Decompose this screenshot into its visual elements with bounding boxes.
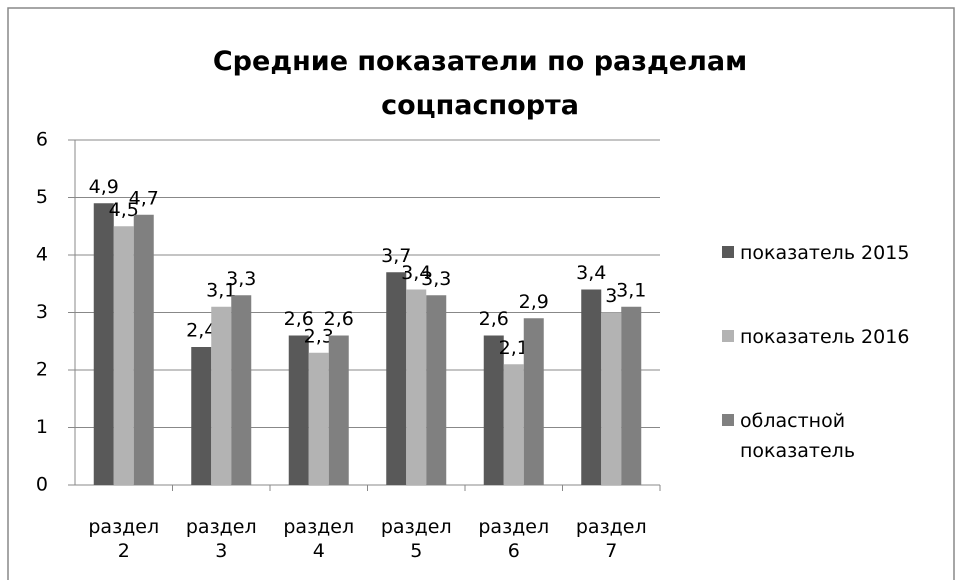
- legend-label: областной показатель: [740, 410, 856, 462]
- bar: [426, 295, 447, 485]
- data-label: 3,3: [421, 268, 451, 290]
- data-label: 4,5: [109, 199, 139, 221]
- x-tick-label: раздел 6: [478, 516, 550, 562]
- bar: [523, 318, 544, 485]
- bar: [288, 335, 309, 485]
- bar: [133, 214, 154, 485]
- data-label: 2,4: [186, 320, 216, 342]
- bar: [231, 295, 252, 485]
- x-tick-label: раздел 4: [283, 516, 355, 562]
- x-tick-label: раздел 7: [575, 516, 647, 562]
- bar: [483, 335, 504, 485]
- data-label: 2,3: [304, 325, 334, 347]
- y-tick-label: 3: [36, 301, 48, 323]
- bar: [601, 312, 622, 485]
- bar: [328, 335, 349, 485]
- data-label: 2,6: [324, 308, 354, 330]
- bar: [406, 289, 427, 485]
- x-tick-label: раздел 2: [88, 516, 160, 562]
- chart-title: Средние показатели по разделам соцпаспор…: [212, 46, 748, 121]
- x-tick-label: раздел 5: [380, 516, 452, 562]
- legend-swatch: [722, 414, 734, 426]
- data-label: 2,1: [499, 337, 529, 359]
- bar: [621, 306, 642, 485]
- data-label: 2,9: [519, 291, 549, 313]
- data-label: 3,4: [576, 262, 606, 284]
- y-tick-label: 1: [36, 416, 48, 438]
- bar: [191, 347, 212, 485]
- bar: [113, 226, 134, 485]
- legend-swatch: [722, 330, 734, 342]
- bar: [93, 203, 114, 485]
- data-label: 4,9: [89, 176, 119, 198]
- bar: [386, 272, 407, 485]
- data-label: 3,4: [401, 262, 431, 284]
- y-tick-label: 4: [36, 244, 48, 266]
- y-tick-label: 0: [36, 474, 48, 496]
- y-tick-label: 5: [36, 186, 48, 208]
- data-label: 2,6: [284, 308, 314, 330]
- data-label: 3: [605, 285, 617, 307]
- data-label: 3,1: [206, 279, 236, 301]
- bar: [211, 306, 232, 485]
- data-label: 3,1: [616, 279, 646, 301]
- legend-label: показатель 2015: [740, 242, 910, 264]
- bar: [503, 364, 524, 485]
- legend-label: показатель 2016: [740, 326, 910, 348]
- data-label: 3,7: [381, 245, 411, 267]
- data-label: 4,7: [129, 187, 159, 209]
- y-tick-label: 2: [36, 359, 48, 381]
- y-tick-label: 6: [36, 129, 48, 151]
- bar: [308, 352, 329, 485]
- x-tick-label: раздел 3: [185, 516, 257, 562]
- bar: [581, 289, 602, 485]
- legend-swatch: [722, 246, 734, 258]
- chart-border: [7, 7, 955, 580]
- data-label: 2,6: [479, 308, 509, 330]
- data-label: 3,3: [226, 268, 256, 290]
